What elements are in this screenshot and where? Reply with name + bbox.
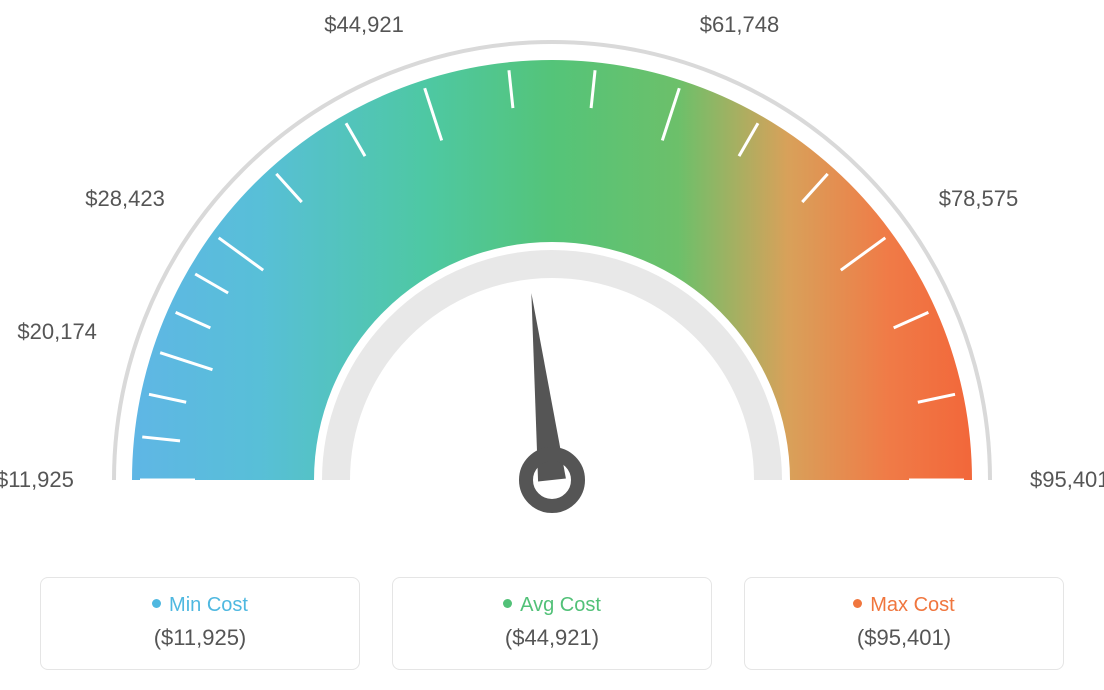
legend-value-min: ($11,925) xyxy=(61,625,339,651)
legend-card-min: Min Cost ($11,925) xyxy=(40,577,360,670)
legend-title-text: Avg Cost xyxy=(520,594,601,616)
tick-label: $44,921 xyxy=(324,12,404,38)
legend-card-avg: Avg Cost ($44,921) xyxy=(392,577,712,670)
dot-icon xyxy=(152,599,161,608)
legend-title-text: Max Cost xyxy=(870,594,954,616)
legend-value-avg: ($44,921) xyxy=(413,625,691,651)
legend-row: Min Cost ($11,925) Avg Cost ($44,921) Ma… xyxy=(0,577,1104,670)
legend-title-avg: Avg Cost xyxy=(413,594,691,617)
dot-icon xyxy=(503,599,512,608)
tick-label: $28,423 xyxy=(85,186,165,212)
tick-label: $20,174 xyxy=(17,319,97,345)
gauge-container: $11,925 $20,174 $28,423 $44,921 $61,748 $78,5… xyxy=(0,0,1104,570)
tick-label: $95,401 xyxy=(1030,467,1104,493)
legend-title-max: Max Cost xyxy=(765,594,1043,617)
legend-value-max: ($95,401) xyxy=(765,625,1043,651)
legend-card-max: Max Cost ($95,401) xyxy=(744,577,1064,670)
tick-label: $11,925 xyxy=(0,467,74,493)
legend-title-min: Min Cost xyxy=(61,594,339,617)
legend-title-text: Min Cost xyxy=(169,594,248,616)
dot-icon xyxy=(853,599,862,608)
tick-label: $61,748 xyxy=(700,12,780,38)
tick-label: $78,575 xyxy=(939,186,1019,212)
gauge-svg xyxy=(0,0,1104,570)
